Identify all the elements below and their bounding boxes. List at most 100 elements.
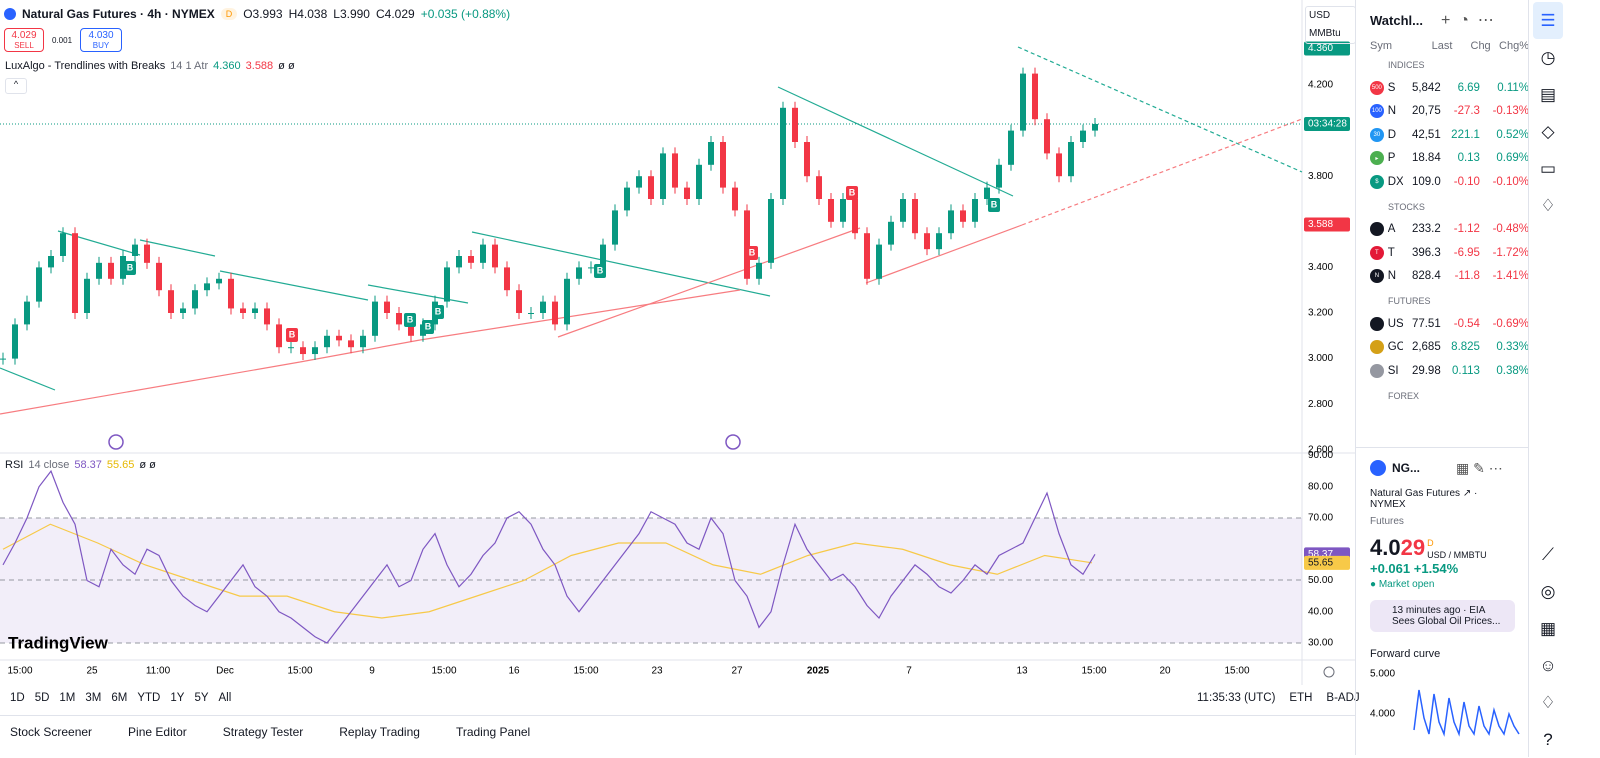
watchlist-row[interactable]: SI 29.98 0.113 0.38% (1356, 359, 1529, 383)
rsi-v2: 55.65 (106, 459, 135, 471)
watchlist-row[interactable]: 30 D 42,51 221.1 0.52% (1356, 123, 1529, 147)
break-marker (432, 305, 444, 319)
watchlist-row[interactable]: GC 2,685 8.825 0.33% (1356, 336, 1529, 360)
sell-button[interactable]: 4.029 SELL (4, 28, 44, 52)
price-tick-label: 3.400 (1308, 262, 1333, 273)
candle (156, 262, 162, 291)
candle (336, 335, 342, 341)
bottom-tab[interactable]: Trading Panel (455, 725, 531, 739)
price-badge (1304, 41, 1350, 56)
candle (240, 308, 246, 313)
candle (324, 335, 330, 348)
high: H4.038 (288, 7, 328, 21)
time-label: 23 (651, 666, 663, 677)
candle (444, 267, 450, 302)
currency-select[interactable]: USD MMBtu (1305, 6, 1356, 44)
column-header[interactable]: Chg% (1499, 40, 1529, 52)
candle (228, 278, 234, 309)
symbol-icon (4, 8, 16, 20)
candle (948, 210, 954, 234)
unit: MMBtu (1309, 28, 1341, 39)
column-header[interactable]: Chg (1470, 40, 1491, 52)
watchlist-row[interactable]: A 233.2 -1.12 -0.48% (1356, 218, 1529, 242)
row-last: 5,842 (1411, 81, 1441, 94)
watchlist-row[interactable]: 500 S 5,842 6.69 0.11% (1356, 76, 1529, 100)
candle (900, 199, 906, 222)
row-symbol: N (1387, 105, 1397, 118)
time-label: 15:00 (431, 666, 456, 677)
candle (708, 142, 714, 165)
column-header[interactable]: Last (1431, 40, 1453, 52)
row-change: 8.825 (1451, 341, 1480, 354)
candle (1092, 123, 1098, 131)
watchlist-row[interactable]: T T 396.3 -6.95 -1.72% (1356, 241, 1529, 265)
rsi-tick-label: 80.00 (1308, 481, 1333, 492)
time-label: 15:00 (1224, 666, 1249, 677)
row-last: 29.98 (1411, 364, 1441, 377)
curve-title: Forward curve (1370, 648, 1441, 660)
brand: TradingView (8, 633, 109, 652)
row-symbol: S (1387, 81, 1396, 94)
list-icon[interactable]: ▤ (1539, 85, 1557, 104)
watchlist-title[interactable]: Watchl... (1370, 12, 1423, 28)
section-name[interactable]: FOREX (1388, 390, 1420, 401)
row-last: 109.0 (1411, 175, 1441, 188)
range-button[interactable]: 5Y (194, 692, 209, 704)
section-name[interactable]: STOCKS (1388, 201, 1425, 212)
indicator-v2: 3.588 (245, 60, 274, 72)
bottom-tab[interactable]: Pine Editor (128, 725, 187, 739)
watchlist-icon[interactable]: ☰ (1533, 2, 1563, 39)
break-label: B (597, 265, 604, 275)
range-button[interactable]: 1Y (170, 692, 185, 704)
detail: NG... ▦ ✎ ⋯ Natural Gas Futures ↗ · NYMEX… (1356, 448, 1529, 747)
clock: 11:35:33 (UTC) (1197, 692, 1276, 704)
news-card[interactable]: 13 minutes ago · EIA Sees Global Oil Pric… (1370, 600, 1515, 632)
time-label: 27 (731, 666, 743, 677)
watchlist-row[interactable]: ▸ P 18.84 0.13 0.69% (1356, 147, 1529, 171)
buy-button[interactable]: 4.030 BUY (80, 28, 123, 52)
row-icon: ▸ (1370, 151, 1384, 166)
watchlist-row[interactable]: $ DX 109.0 -0.10 -0.10% (1356, 170, 1529, 194)
candle (0, 358, 6, 360)
adjust[interactable]: B-ADJ (1326, 692, 1360, 704)
range-button[interactable]: 6M (111, 692, 128, 704)
session[interactable]: ETH (1289, 692, 1313, 704)
range-button[interactable]: 1M (59, 692, 76, 704)
change: +0.035 (+0.88%) (420, 7, 511, 21)
column-header[interactable]: Sym (1370, 40, 1392, 52)
chat-icon[interactable]: ▭ (1539, 159, 1557, 178)
bottom-tab[interactable]: Stock Screener (10, 725, 93, 739)
row-icon: T (1370, 245, 1384, 260)
row-change: 221.1 (1451, 128, 1480, 141)
break-label: B (407, 314, 414, 324)
news-text: Sees Global Oil Prices... (1392, 616, 1501, 627)
candle (756, 262, 762, 279)
candle (864, 233, 870, 279)
bell-icon[interactable]: ♢ (1540, 196, 1556, 215)
time-label: 20 (1159, 666, 1171, 677)
range-button[interactable]: 5D (34, 692, 50, 704)
range-button[interactable]: All (218, 692, 232, 704)
bottom-tab[interactable]: Replay Trading (339, 725, 420, 739)
alerts-icon[interactable]: ◷ (1540, 48, 1556, 67)
range-button[interactable]: 1D (10, 692, 25, 704)
row-icon (1370, 363, 1384, 378)
range-button[interactable]: 3M (85, 692, 102, 704)
candle (1068, 142, 1074, 177)
watchlist-row[interactable]: N N 828.4 -11.8 -1.41% (1356, 265, 1529, 289)
price-badge (1304, 217, 1350, 232)
bottom-tab[interactable]: Strategy Tester (222, 725, 304, 739)
collapse-button[interactable]: ^ (5, 78, 27, 94)
tool-icons[interactable]: ⟋ ◎ ▦ ☺ ♢? (1539, 545, 1557, 749)
candle (960, 210, 966, 222)
layers-icon[interactable]: ◇ (1541, 122, 1555, 141)
break-marker (988, 198, 1000, 212)
indicator-params: 14 1 Atr (170, 60, 209, 72)
range-button[interactable]: YTD (137, 692, 161, 704)
watchlist-row[interactable]: US 77.51 -0.54 -0.69% (1356, 312, 1529, 336)
watchlist-row[interactable]: 100 N 20,75 -27.3 -0.13% (1356, 100, 1529, 124)
candle (780, 107, 786, 199)
section-name[interactable]: FUTURES (1388, 296, 1431, 306)
section-name[interactable]: INDICES (1388, 60, 1425, 70)
row-change-pct: -0.10% (1492, 175, 1529, 188)
